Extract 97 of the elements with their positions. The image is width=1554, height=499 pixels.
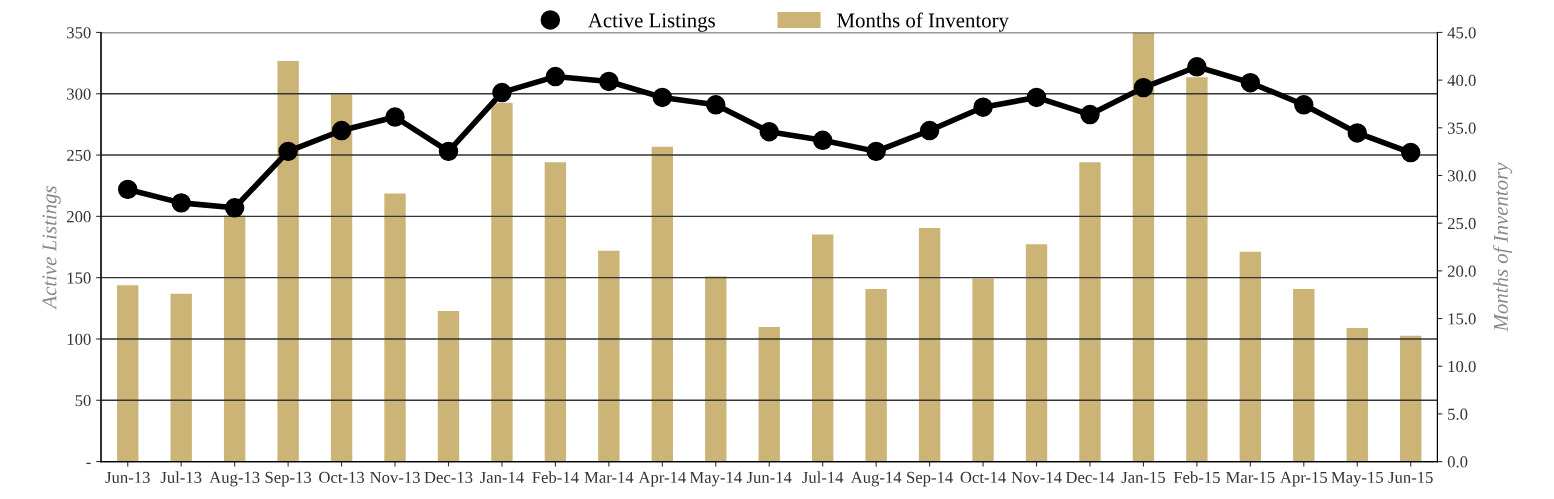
x-tick-label: Jan-15 [1121, 471, 1165, 484]
bar [972, 278, 994, 462]
bar [1239, 251, 1262, 462]
bar [1186, 77, 1208, 462]
point [545, 66, 566, 87]
x-tick-label: Sep-14 [907, 471, 953, 487]
x-tick-label: Jun-13 [105, 471, 150, 484]
y2-tick-label: 30.0 [1447, 170, 1476, 182]
x-tick-label: Jul-14 [802, 471, 844, 484]
point [492, 82, 512, 103]
x-tick-label: Mar-15 [1226, 471, 1275, 484]
y2-tick-label: 25.0 [1447, 217, 1476, 230]
bar [223, 215, 246, 462]
bar [170, 293, 192, 462]
bar [1293, 288, 1315, 462]
point [118, 179, 138, 200]
bar [758, 327, 780, 462]
point [1080, 104, 1100, 125]
y2-tick-label: 15.0 [1448, 313, 1476, 325]
point [438, 141, 459, 162]
bar [117, 285, 139, 462]
point [171, 193, 191, 213]
point [224, 198, 245, 218]
y-tick-label: 200 [67, 211, 91, 223]
x-tick-label: Dec-14 [1065, 471, 1115, 484]
x-tick-label: May-14 [689, 471, 742, 487]
bar [384, 193, 406, 462]
x-tick-label: Jun-15 [1388, 471, 1433, 484]
x-tick-label: Aug-14 [850, 471, 902, 487]
y-tick-label: 300 [67, 88, 91, 100]
point [1294, 95, 1314, 115]
point [278, 141, 298, 162]
bar [651, 146, 674, 462]
bar [1346, 328, 1368, 462]
point [1347, 123, 1367, 143]
y-tick-label: - [86, 462, 91, 465]
point [1240, 72, 1261, 93]
bar [1079, 162, 1101, 462]
y2-tick-label: 10.0 [1448, 360, 1476, 373]
bar [705, 276, 727, 462]
legend-label: Active Listings [588, 13, 715, 32]
y-tick-label: 150 [67, 272, 91, 284]
x-tick-label: Dec-13 [424, 471, 473, 484]
point [652, 87, 673, 108]
y2-tick-label: 20.0 [1447, 265, 1476, 277]
y2-tick-label: 45.0 [1447, 27, 1476, 39]
x-tick-label: Sep-13 [265, 471, 312, 487]
y-tick-label: 100 [67, 333, 91, 345]
x-tick-label: Apr-15 [1280, 471, 1328, 487]
bar [865, 288, 887, 462]
point [973, 97, 993, 117]
y2-tick-label: 0.0 [1447, 456, 1468, 468]
point [706, 95, 726, 115]
x-tick-label: Feb-14 [532, 471, 579, 484]
x-tick-label: Oct-13 [319, 471, 365, 484]
point [812, 130, 833, 151]
point [759, 122, 779, 142]
point [1133, 77, 1154, 98]
y-tick-label: 50 [75, 394, 91, 407]
bar [812, 234, 834, 462]
bar [1400, 335, 1422, 462]
x-tick-label: May-15 [1331, 471, 1383, 487]
y-axis-title: Active Listings [42, 186, 61, 310]
bar [544, 162, 567, 462]
x-tick-label: Nov-13 [370, 471, 420, 484]
x-tick-label: Jul-13 [160, 471, 202, 484]
bar [491, 103, 513, 462]
y-tick-label: 350 [67, 27, 91, 39]
bar [1132, 32, 1155, 462]
legend-label: Months of Inventory [837, 12, 1009, 32]
x-tick-label: Nov-14 [1011, 471, 1062, 484]
point [1187, 57, 1207, 77]
point [599, 71, 619, 92]
x-tick-label: Apr-14 [638, 471, 686, 487]
point [331, 120, 352, 141]
x-tick-label: Jan-14 [480, 471, 524, 484]
bar [437, 310, 460, 462]
bar [598, 250, 620, 462]
point [919, 120, 940, 141]
bar [277, 61, 299, 462]
bar [330, 94, 353, 462]
point [385, 107, 405, 127]
x-tick-label: Aug-13 [209, 471, 260, 487]
bar [1025, 244, 1048, 462]
bar [918, 227, 941, 462]
x-tick-label: Mar-14 [584, 471, 634, 484]
x-tick-label: Feb-15 [1173, 471, 1220, 484]
y2-axis-title: Months of Inventory [1493, 162, 1513, 332]
y2-tick-label: 35.0 [1447, 122, 1476, 134]
x-tick-label: Jun-14 [746, 471, 792, 484]
point [1026, 87, 1047, 108]
point [1400, 142, 1421, 163]
y2-tick-label: 40.0 [1447, 74, 1476, 87]
point [866, 141, 886, 162]
y-tick-label: 250 [67, 149, 91, 161]
y2-tick-label: 5.0 [1448, 408, 1468, 420]
x-tick-label: Oct-14 [960, 471, 1006, 484]
